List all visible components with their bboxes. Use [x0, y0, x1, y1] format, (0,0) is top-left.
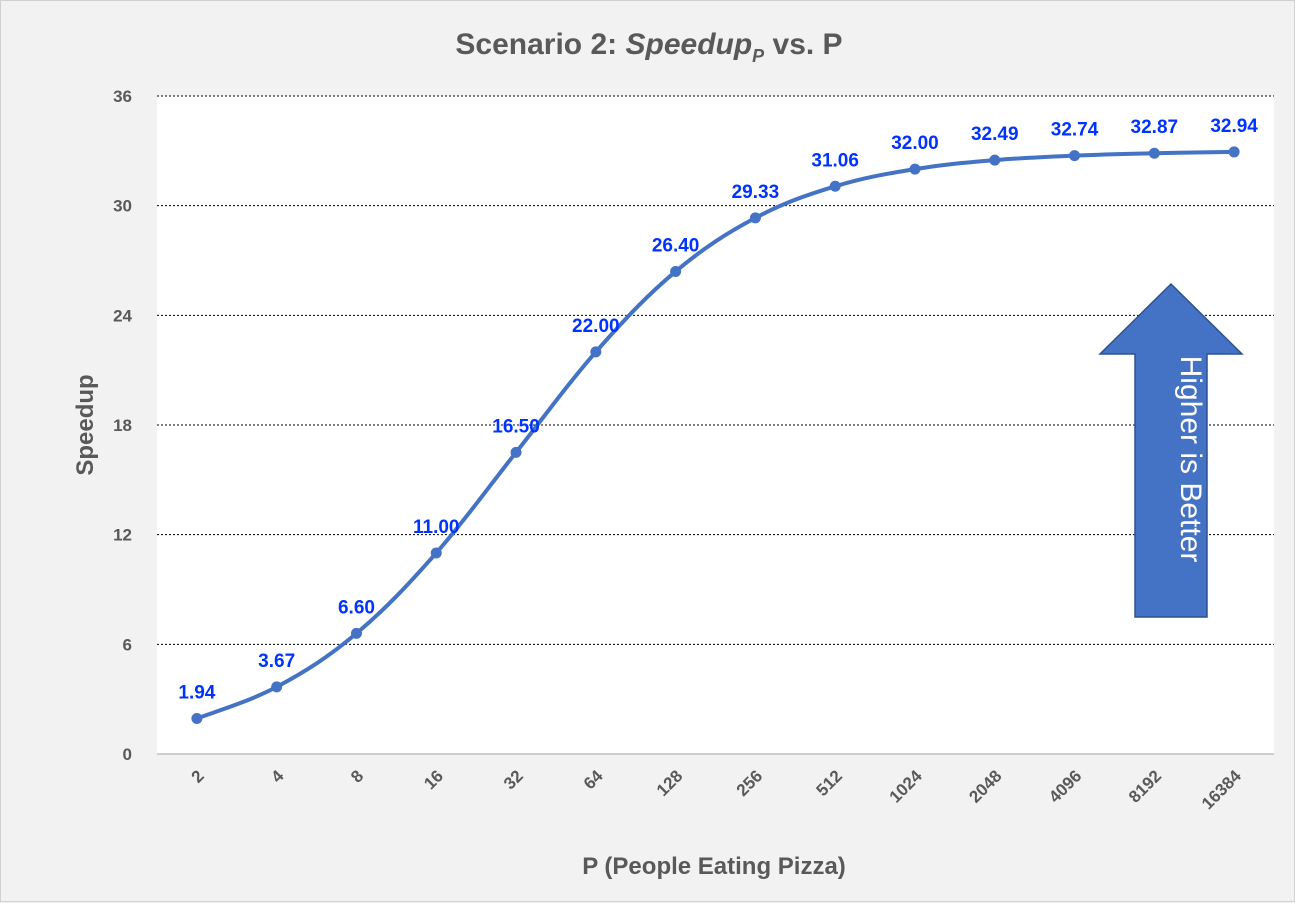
- x-tick-label: 2048: [965, 766, 1005, 806]
- data-point: [271, 681, 283, 693]
- data-labels: 1.94 3.67 6.60 11.00 16.50 22.00 26.40 29.33 31.…: [178, 116, 1258, 704]
- x-tick-label: 4: [267, 766, 288, 787]
- data-label: 32.87: [1131, 117, 1179, 138]
- x-tick-label: 1024: [886, 766, 927, 807]
- x-tick-label: 8: [347, 766, 367, 786]
- data-label: 32.00: [891, 133, 939, 154]
- x-axis-label: P (People Eating Pizza): [582, 853, 846, 880]
- x-tick-label: 16: [420, 766, 447, 793]
- data-point: [430, 547, 442, 559]
- x-tick-label: 2: [188, 766, 208, 786]
- data-point: [749, 212, 761, 224]
- annotation-text: Higher is Better: [1174, 356, 1207, 563]
- x-tick-label: 128: [653, 766, 686, 799]
- data-point: [191, 713, 203, 725]
- data-point: [1069, 150, 1081, 162]
- gridlines: [157, 95, 1274, 755]
- data-label: 31.06: [811, 150, 859, 171]
- data-point: [1228, 146, 1240, 158]
- data-label: 1.94: [178, 683, 215, 704]
- data-point: [510, 446, 522, 458]
- y-tick-label: 12: [113, 526, 132, 545]
- data-label: 16.50: [492, 416, 540, 437]
- y-tick-label: 0: [123, 745, 132, 764]
- y-tick-label: 18: [113, 416, 132, 435]
- y-tick-label: 30: [113, 197, 132, 216]
- chart-title: Scenario 2: SpeedupP vs. P: [455, 28, 842, 66]
- data-label: 3.67: [258, 651, 295, 672]
- data-label: 32.94: [1210, 116, 1258, 137]
- x-tick-label: 256: [733, 766, 766, 799]
- data-label: 11.00: [413, 517, 460, 538]
- data-label: 32.49: [971, 124, 1019, 145]
- data-label: 29.33: [732, 182, 780, 203]
- data-label: 26.40: [652, 235, 700, 256]
- x-tick-label: 64: [580, 766, 607, 793]
- y-tick-label: 24: [113, 306, 132, 325]
- data-label: 32.74: [1051, 120, 1099, 141]
- x-tick-label: 16384: [1198, 766, 1245, 813]
- data-point: [670, 265, 682, 277]
- y-axis-ticks: 0 6 12 18 24 30 36: [113, 87, 132, 764]
- y-tick-label: 36: [113, 87, 132, 106]
- y-tick-label: 6: [123, 635, 132, 654]
- x-tick-label: 32: [500, 766, 527, 793]
- data-label: 6.60: [338, 597, 375, 618]
- data-point: [1148, 147, 1160, 159]
- x-tick-label: 4096: [1045, 766, 1085, 806]
- data-point: [989, 154, 1001, 166]
- higher-is-better-arrow: Higher is Better: [1098, 282, 1244, 618]
- y-axis-label: Speedup: [72, 374, 99, 475]
- data-point: [350, 627, 362, 639]
- x-tick-label: 8192: [1125, 766, 1165, 806]
- data-point: [829, 180, 841, 192]
- x-tick-label: 512: [813, 766, 846, 799]
- arrow-shape: [1098, 282, 1244, 618]
- data-label: 22.00: [572, 316, 620, 337]
- x-axis-ticks: 2 4 8 16 32 64 128 256 512 1024 2048 4096 8192 16384: [188, 766, 1246, 813]
- data-point: [590, 346, 602, 358]
- series-speedup: [191, 146, 1240, 725]
- data-point: [909, 163, 921, 175]
